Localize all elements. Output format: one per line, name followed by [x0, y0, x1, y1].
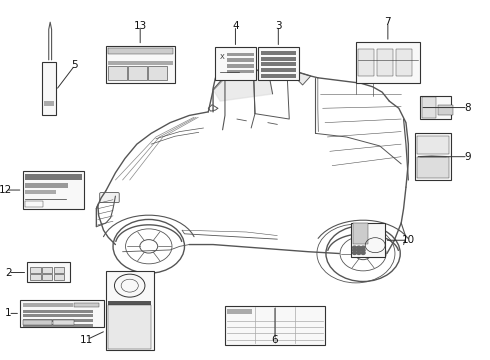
- Bar: [261, 57, 296, 60]
- Circle shape: [357, 246, 361, 249]
- Bar: [227, 64, 253, 68]
- Bar: [216, 47, 256, 80]
- Text: 4: 4: [232, 21, 239, 31]
- Bar: [27, 262, 70, 282]
- Bar: [353, 223, 368, 244]
- Bar: [106, 271, 153, 350]
- Bar: [422, 97, 436, 118]
- Bar: [396, 49, 412, 76]
- Bar: [23, 315, 94, 318]
- Text: 9: 9: [465, 152, 471, 162]
- Polygon shape: [213, 69, 272, 101]
- Bar: [258, 47, 299, 80]
- Circle shape: [353, 249, 356, 252]
- Bar: [108, 48, 172, 54]
- Text: 11: 11: [80, 334, 94, 345]
- Bar: [108, 66, 126, 80]
- Circle shape: [353, 246, 356, 249]
- Text: 2: 2: [5, 267, 12, 278]
- Bar: [23, 319, 94, 322]
- Bar: [261, 74, 296, 78]
- Text: X: X: [220, 54, 225, 60]
- Bar: [417, 136, 449, 154]
- Bar: [356, 42, 420, 83]
- Bar: [53, 320, 74, 325]
- Bar: [128, 66, 147, 80]
- Bar: [438, 105, 452, 116]
- Bar: [261, 68, 296, 72]
- Bar: [20, 300, 103, 327]
- Bar: [30, 274, 41, 280]
- Bar: [25, 201, 44, 207]
- Bar: [42, 267, 52, 273]
- Bar: [227, 309, 252, 315]
- Bar: [261, 62, 296, 66]
- Bar: [227, 53, 253, 56]
- Bar: [225, 306, 325, 345]
- Bar: [108, 61, 172, 66]
- Circle shape: [357, 249, 361, 252]
- Bar: [23, 320, 52, 325]
- Bar: [416, 134, 451, 180]
- Bar: [358, 49, 373, 76]
- Bar: [377, 49, 392, 76]
- Bar: [23, 310, 94, 313]
- Bar: [25, 183, 68, 188]
- Text: 3: 3: [275, 21, 282, 31]
- Circle shape: [353, 252, 356, 255]
- Bar: [53, 267, 64, 273]
- Text: 8: 8: [465, 103, 471, 113]
- Text: 12: 12: [0, 185, 13, 195]
- Text: 1: 1: [5, 309, 12, 318]
- Text: 7: 7: [385, 17, 391, 27]
- Bar: [44, 101, 53, 107]
- Circle shape: [361, 246, 365, 249]
- Bar: [74, 303, 99, 307]
- Bar: [42, 274, 52, 280]
- Bar: [25, 174, 82, 180]
- Text: 6: 6: [271, 334, 278, 345]
- Bar: [261, 51, 296, 55]
- Bar: [108, 305, 151, 348]
- Circle shape: [361, 249, 365, 252]
- Bar: [148, 66, 167, 80]
- Text: 10: 10: [402, 235, 415, 245]
- Polygon shape: [287, 69, 311, 85]
- Bar: [106, 45, 175, 83]
- Circle shape: [357, 252, 361, 255]
- Bar: [23, 303, 73, 307]
- Bar: [23, 324, 94, 327]
- Bar: [42, 62, 56, 116]
- Bar: [417, 157, 449, 178]
- Bar: [420, 96, 451, 119]
- Text: 5: 5: [72, 60, 78, 70]
- Bar: [30, 267, 41, 273]
- Circle shape: [361, 252, 365, 255]
- Bar: [108, 301, 151, 305]
- Polygon shape: [420, 156, 446, 157]
- Bar: [23, 171, 84, 209]
- FancyBboxPatch shape: [99, 193, 119, 203]
- Bar: [351, 223, 385, 257]
- Bar: [53, 274, 64, 280]
- Bar: [227, 58, 253, 62]
- Bar: [227, 70, 253, 73]
- Bar: [25, 190, 56, 194]
- Text: 13: 13: [134, 21, 147, 31]
